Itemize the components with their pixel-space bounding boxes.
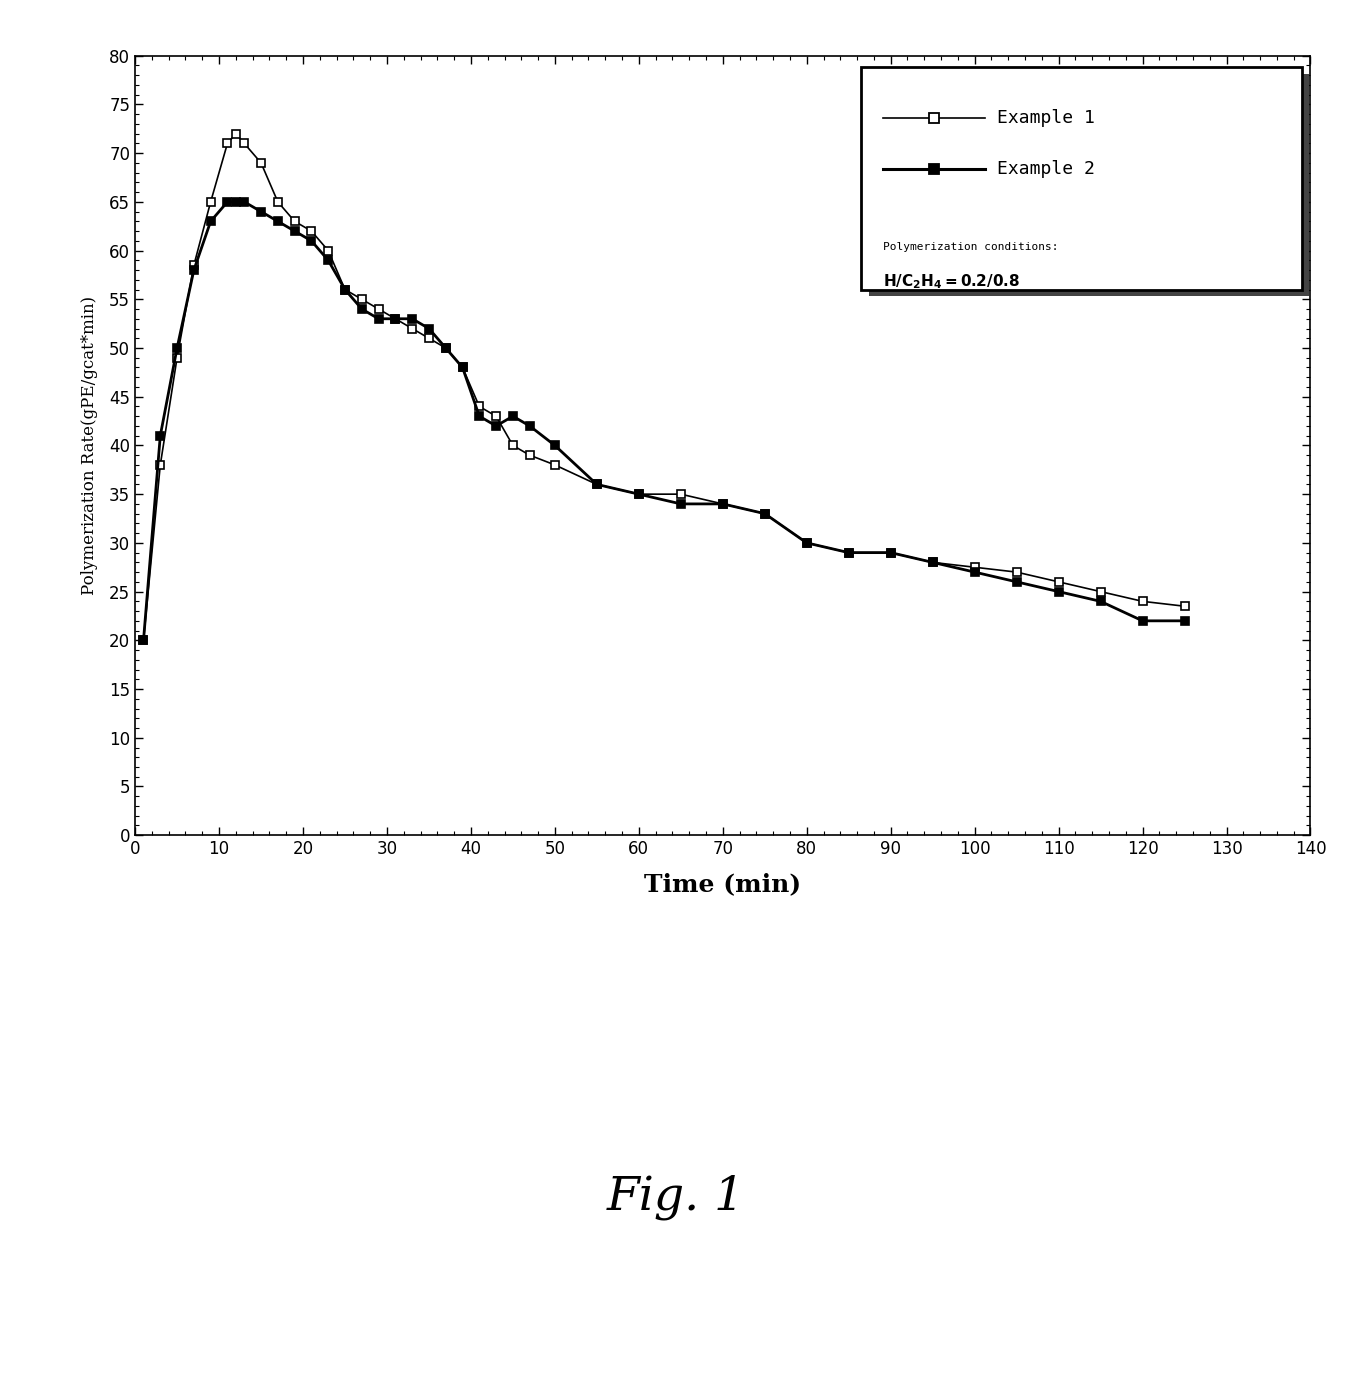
Line: Example 2: Example 2: [139, 198, 1189, 644]
Example 2: [673, 496, 689, 512]
Example 1: [336, 281, 353, 298]
Example 1: [589, 476, 605, 493]
Example 2: [1008, 574, 1025, 590]
X-axis label: Time (min): Time (min): [644, 871, 801, 896]
Example 2: [1093, 593, 1109, 610]
Example 1: [422, 330, 438, 347]
Example 2: [798, 535, 815, 551]
Example 1: [798, 535, 815, 551]
Example 2: [270, 213, 286, 230]
Example 2: [757, 505, 773, 522]
Example 1: [303, 223, 319, 239]
Line: Example 1: Example 1: [139, 129, 1189, 644]
Example 2: [228, 193, 245, 210]
Example 1: [388, 310, 404, 327]
Example 1: [1177, 597, 1193, 614]
Text: Fig. 1: Fig. 1: [607, 1175, 744, 1219]
Example 1: [354, 291, 370, 308]
Example 1: [673, 486, 689, 503]
Example 2: [303, 232, 319, 249]
Example 1: [488, 408, 504, 425]
Example 1: [840, 544, 857, 561]
Example 1: [270, 193, 286, 210]
Example 1: [882, 544, 898, 561]
Example 2: [370, 310, 386, 327]
Example 2: [1135, 612, 1151, 629]
Example 2: [488, 418, 504, 434]
Example 2: [236, 193, 253, 210]
Example 1: [153, 457, 169, 473]
Example 1: [253, 155, 269, 171]
Text: $\mathbf{H/C_2H_4=0.2/0.8}$: $\mathbf{H/C_2H_4=0.2/0.8}$: [882, 273, 1020, 291]
Example 1: [1135, 593, 1151, 610]
Example 2: [404, 310, 420, 327]
Example 2: [253, 203, 269, 220]
Example 2: [153, 427, 169, 444]
Example 2: [185, 262, 203, 278]
Example 2: [715, 496, 731, 512]
Example 2: [354, 301, 370, 317]
Example 1: [505, 437, 521, 454]
Example 1: [219, 135, 235, 152]
Text: Example 2: Example 2: [997, 160, 1094, 178]
Example 1: [135, 632, 151, 649]
Example 1: [1051, 574, 1067, 590]
Example 2: [547, 437, 563, 454]
Text: Polymerization conditions:: Polymerization conditions:: [882, 242, 1065, 252]
Example 2: [966, 564, 982, 580]
Example 2: [422, 320, 438, 337]
FancyBboxPatch shape: [862, 67, 1302, 290]
Example 1: [454, 359, 470, 376]
Example 1: [924, 554, 940, 571]
Example 2: [882, 544, 898, 561]
Example 2: [631, 486, 647, 503]
Example 2: [388, 310, 404, 327]
Example 1: [169, 349, 185, 366]
Example 2: [438, 340, 454, 356]
Example 2: [1177, 612, 1193, 629]
Example 1: [370, 301, 386, 317]
Example 2: [840, 544, 857, 561]
Example 2: [521, 418, 538, 434]
Text: Example 1: Example 1: [997, 109, 1094, 127]
Example 2: [135, 632, 151, 649]
Example 1: [471, 398, 488, 415]
Example 1: [715, 496, 731, 512]
Example 2: [924, 554, 940, 571]
Example 1: [1093, 583, 1109, 600]
Example 1: [757, 505, 773, 522]
Example 1: [404, 320, 420, 337]
Example 2: [219, 193, 235, 210]
Example 1: [631, 486, 647, 503]
Example 1: [547, 457, 563, 473]
Example 2: [203, 213, 219, 230]
FancyBboxPatch shape: [869, 74, 1309, 295]
Example 2: [1051, 583, 1067, 600]
Example 2: [169, 340, 185, 356]
Example 1: [286, 213, 303, 230]
Example 1: [1008, 564, 1025, 580]
Example 2: [320, 252, 336, 269]
Example 1: [228, 125, 245, 142]
Example 2: [505, 408, 521, 425]
Example 1: [521, 447, 538, 464]
Example 1: [438, 340, 454, 356]
Y-axis label: Polymerization Rate(gPE/gcat*min): Polymerization Rate(gPE/gcat*min): [81, 296, 99, 594]
Example 1: [185, 256, 203, 273]
Example 1: [203, 193, 219, 210]
Example 1: [966, 558, 982, 576]
Example 2: [454, 359, 470, 376]
Example 2: [471, 408, 488, 425]
Example 2: [589, 476, 605, 493]
Example 2: [286, 223, 303, 239]
Example 2: [336, 281, 353, 298]
Example 1: [236, 135, 253, 152]
Example 1: [320, 242, 336, 259]
